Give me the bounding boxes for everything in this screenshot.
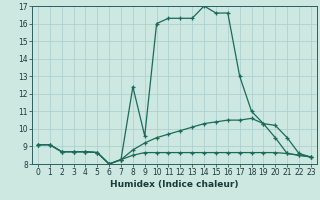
X-axis label: Humidex (Indice chaleur): Humidex (Indice chaleur): [110, 180, 239, 189]
